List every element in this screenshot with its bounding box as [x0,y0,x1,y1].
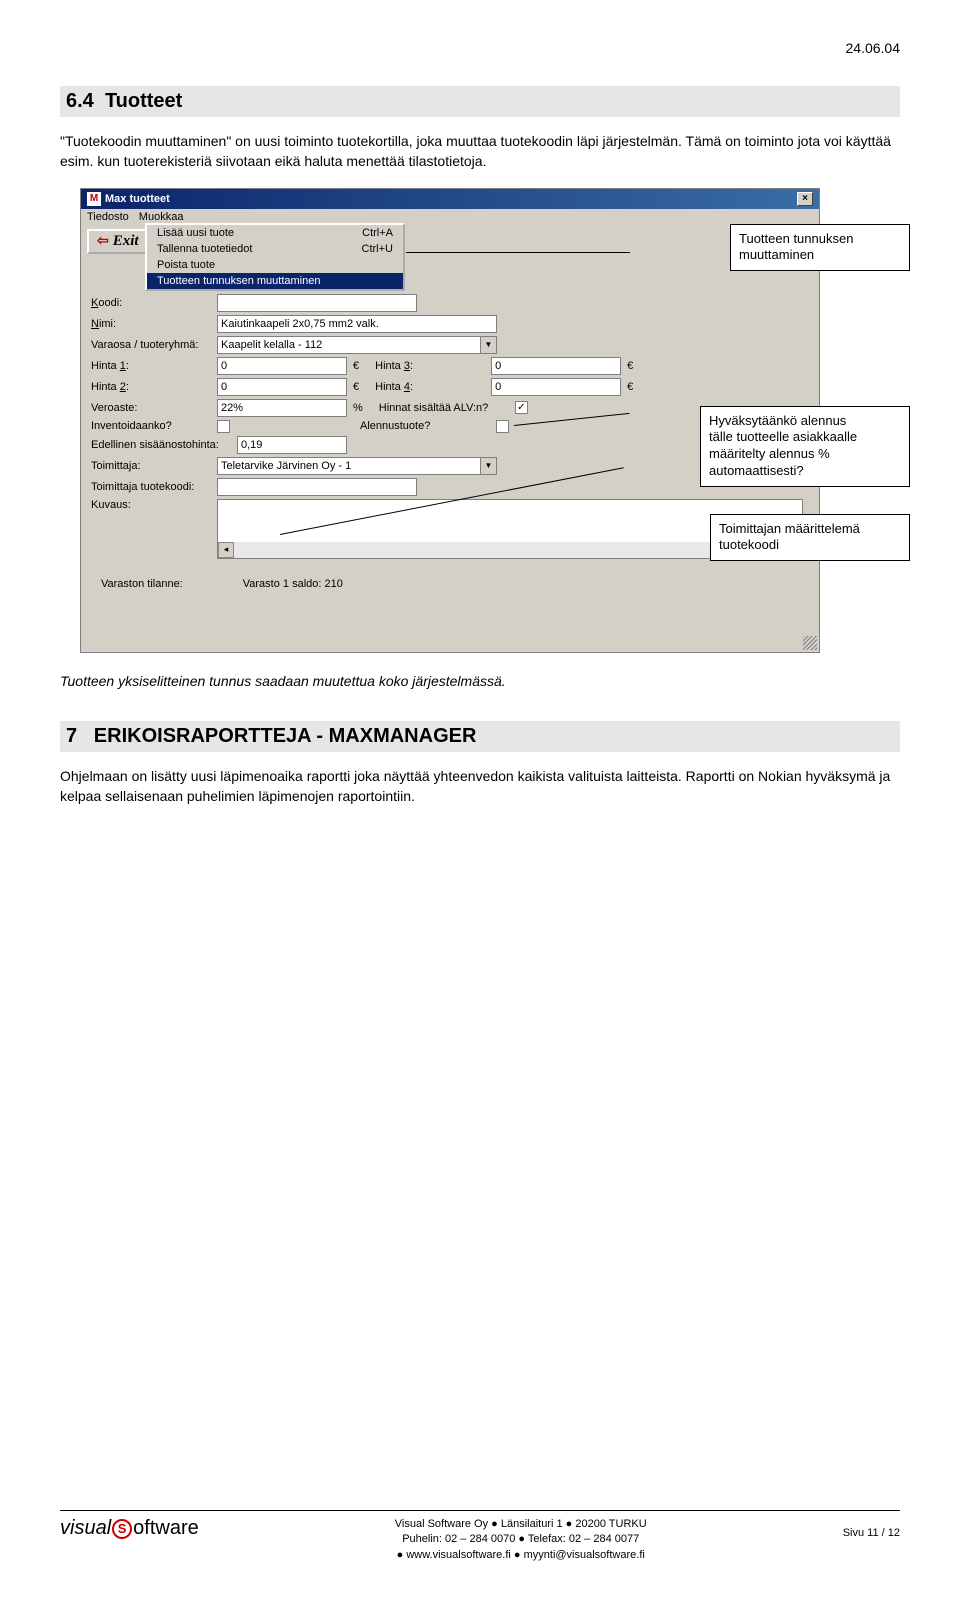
close-icon[interactable]: × [797,192,813,206]
input-hinta3[interactable] [491,357,621,375]
callout-2-l4: automaattisesti? [709,463,804,478]
menu-item-add[interactable]: Lisää uusi tuote Ctrl+A [147,225,403,241]
section-title: Tuotteet [105,90,182,112]
section2-paragraph: Ohjelmaan on lisätty uusi läpimenoaika r… [60,766,900,807]
label-kuvaus: Kuvaus: [91,499,211,511]
callout-3: Toimittajan määrittelemä tuotekoodi [710,514,910,562]
footer-center: Visual Software Oy ● Länsilaituri 1 ● 20… [199,1517,843,1563]
eur-1: € [353,360,359,372]
section-heading-7: 7 ERIKOISRAPORTTEJA - MAXMANAGER [60,721,900,752]
header-date: 24.06.04 [60,40,900,56]
pct: % [353,402,363,414]
callout-2: Hyväksytäänkö alennus tälle tuotteelle a… [700,406,910,488]
callout-2-l3: määritelty alennus % [709,446,830,461]
exit-button[interactable]: ⇦ Exit [87,229,149,254]
label-hinta1: Hinta 1: [91,360,211,372]
checkbox-inventoidaanko[interactable] [217,420,230,433]
input-hinta1[interactable] [217,357,347,375]
menu-item-rename[interactable]: Tuotteen tunnuksen muuttaminen [147,273,403,289]
checkbox-alennustuote[interactable] [496,420,509,433]
section2-number: 7 [66,725,77,747]
input-nimi[interactable] [217,315,497,333]
label-hinta4: Hinta 4: [375,381,485,393]
footer-line3: ● www.visualsoftware.fi ● myynti@visuals… [199,1548,843,1563]
menu-item-label: Lisää uusi tuote [157,227,234,239]
callout-1: Tuotteen tunnuksen muuttaminen [730,224,910,272]
varasto1-saldo: Varasto 1 saldo: 210 [243,578,343,590]
chevron-down-icon[interactable]: ▼ [481,336,497,354]
label-veroaste: Veroaste: [91,402,211,414]
caption-1: Tuotteen yksiselitteinen tunnus saadaan … [60,671,900,691]
section-number: 6.4 [66,90,94,112]
app-icon: M [87,192,101,206]
scroll-left-icon[interactable]: ◂ [218,542,234,558]
input-koodi[interactable] [217,294,417,312]
combo-varaosa[interactable]: ▼ [217,336,497,354]
eur-4: € [627,381,633,393]
page-number: Sivu 11 / 12 [843,1517,900,1539]
combo-varaosa-input[interactable] [217,336,481,354]
eur-3: € [627,360,633,372]
logo-left: visual [60,1517,111,1539]
menu-item-save[interactable]: Tallenna tuotetiedot Ctrl+U [147,241,403,257]
footer: visualSoftware Visual Software Oy ● Läns… [60,1510,900,1563]
label-alennustuote: Alennustuote? [360,420,490,432]
label-varaosa: Varaosa / tuoteryhmä: [91,339,211,351]
callout-2-l2: tälle tuotteelle asiakkaalle [709,429,857,444]
label-nimi: Nimi: [91,318,211,330]
input-hinta2[interactable] [217,378,347,396]
label-hinnat-alv: Hinnat sisältää ALV:n? [379,402,509,414]
menu-item-label: Poista tuote [157,259,215,271]
section-heading-64: 6.4 Tuotteet [60,86,900,117]
chevron-down-icon[interactable]: ▼ [481,457,497,475]
callout-2-l1: Hyväksytäänkö alennus [709,413,846,428]
section1-paragraph: "Tuotekoodin muuttaminen" on uusi toimin… [60,131,900,172]
label-toimittaja: Toimittaja: [91,460,211,472]
logo-right: oftware [133,1517,199,1539]
page: 24.06.04 6.4 Tuotteet "Tuotekoodin muutt… [0,0,960,1603]
label-hinta3: Hinta 3: [375,360,485,372]
logo: visualSoftware [60,1517,199,1540]
input-toimittaja-koodi[interactable] [217,478,417,496]
input-edellinen[interactable] [237,436,347,454]
label-toimittaja-koodi: Toimittaja tuotekoodi: [91,481,211,493]
menu-item-delete[interactable]: Poista tuote [147,257,403,273]
menu-item-shortcut: Ctrl+A [362,227,393,239]
label-hinta2: Hinta 2: [91,381,211,393]
section2-title: ERIKOISRAPORTTEJA - MAXMANAGER [94,725,477,747]
logo-s-icon: S [112,1519,132,1539]
menu-item-shortcut: Ctrl+U [362,243,393,255]
footer-line2: Puhelin: 02 – 284 0070 ● Telefax: 02 – 2… [199,1532,843,1547]
checkbox-hinnat-alv[interactable]: ✓ [515,401,528,414]
exit-arrow-icon: ⇦ [97,233,109,250]
label-koodi: Koodi: [91,297,211,309]
combo-toimittaja[interactable]: ▼ [217,457,497,475]
exit-label: Exit [113,233,139,250]
resize-grip-icon[interactable] [803,636,817,650]
footer-line1: Visual Software Oy ● Länsilaituri 1 ● 20… [199,1517,843,1532]
label-edellinen: Edellinen sisäänostohinta: [91,439,231,451]
input-hinta4[interactable] [491,378,621,396]
menu-muokkaa[interactable]: Muokkaa [139,211,184,223]
window-title: Max tuotteet [105,193,170,205]
screenshot-area: Tuotteen tunnuksen muuttaminen Hyväksytä… [60,188,900,653]
menu-item-label: Tallenna tuotetiedot [157,243,252,255]
combo-toimittaja-input[interactable] [217,457,481,475]
eur-2: € [353,381,359,393]
scroll-track[interactable] [234,542,770,558]
label-varaston-tilanne: Varaston tilanne: [101,578,183,590]
label-inventoidaanko: Inventoidaanko? [91,420,211,432]
callout-line-1 [406,252,630,253]
menu-item-label: Tuotteen tunnuksen muuttaminen [157,275,320,287]
muokkaa-dropdown: Lisää uusi tuote Ctrl+A Tallenna tuoteti… [145,223,405,291]
menu-tiedosto[interactable]: Tiedosto [87,211,129,223]
input-veroaste[interactable] [217,399,347,417]
titlebar: M Max tuotteet × [81,189,819,209]
